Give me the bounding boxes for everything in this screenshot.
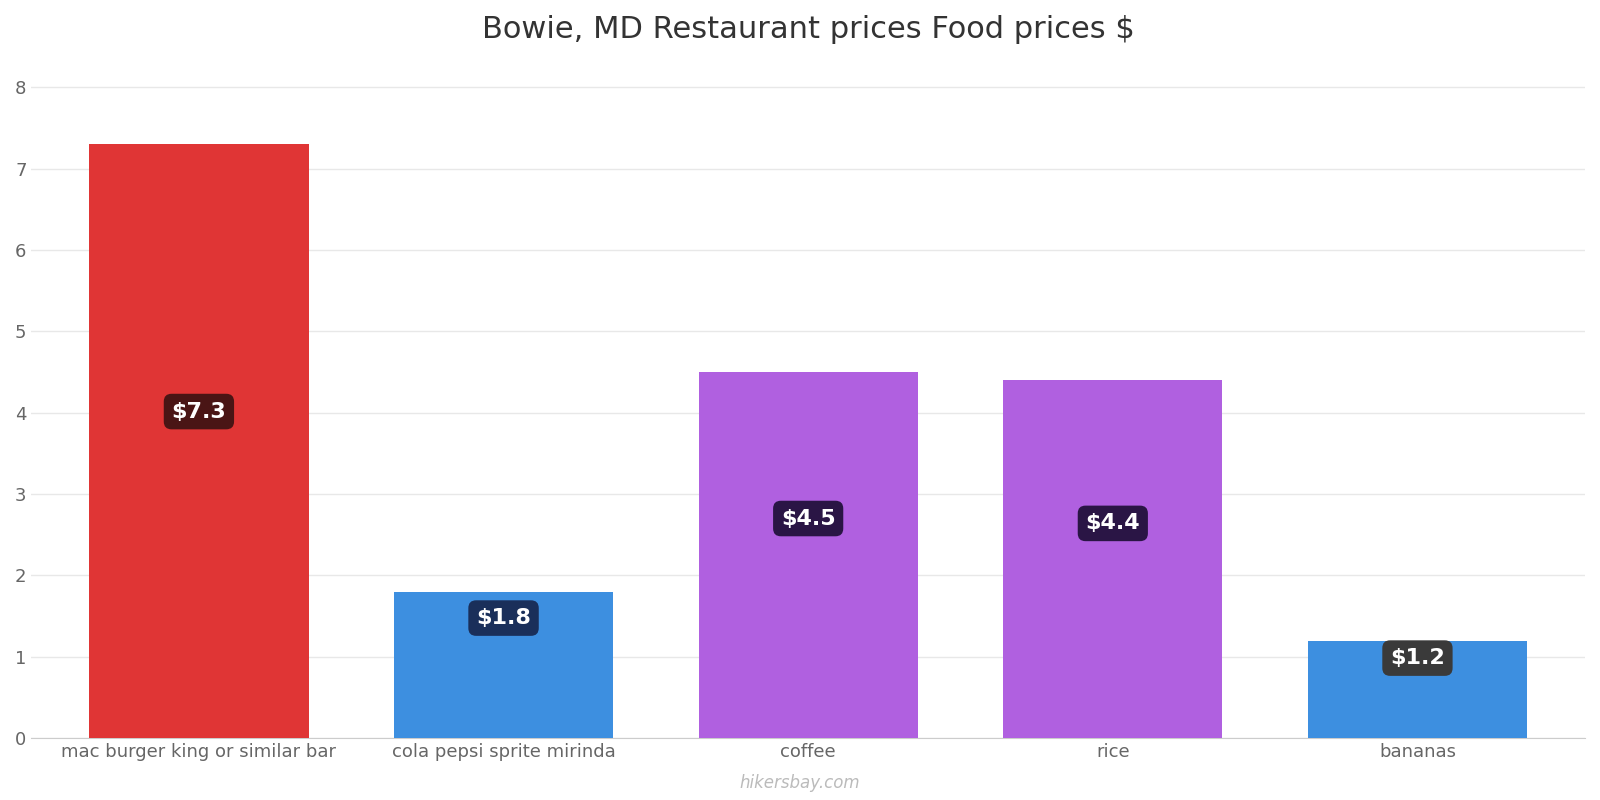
Text: $7.3: $7.3 bbox=[171, 402, 226, 422]
Text: hikersbay.com: hikersbay.com bbox=[739, 774, 861, 792]
Bar bbox=[1003, 380, 1222, 738]
Bar bbox=[394, 592, 613, 738]
Title: Bowie, MD Restaurant prices Food prices $: Bowie, MD Restaurant prices Food prices … bbox=[482, 15, 1134, 44]
Bar bbox=[699, 372, 918, 738]
Text: $4.5: $4.5 bbox=[781, 509, 835, 529]
Text: $1.2: $1.2 bbox=[1390, 648, 1445, 668]
Text: $4.4: $4.4 bbox=[1085, 514, 1141, 534]
Bar bbox=[90, 144, 309, 738]
Text: $1.8: $1.8 bbox=[477, 608, 531, 628]
Bar bbox=[1307, 641, 1526, 738]
